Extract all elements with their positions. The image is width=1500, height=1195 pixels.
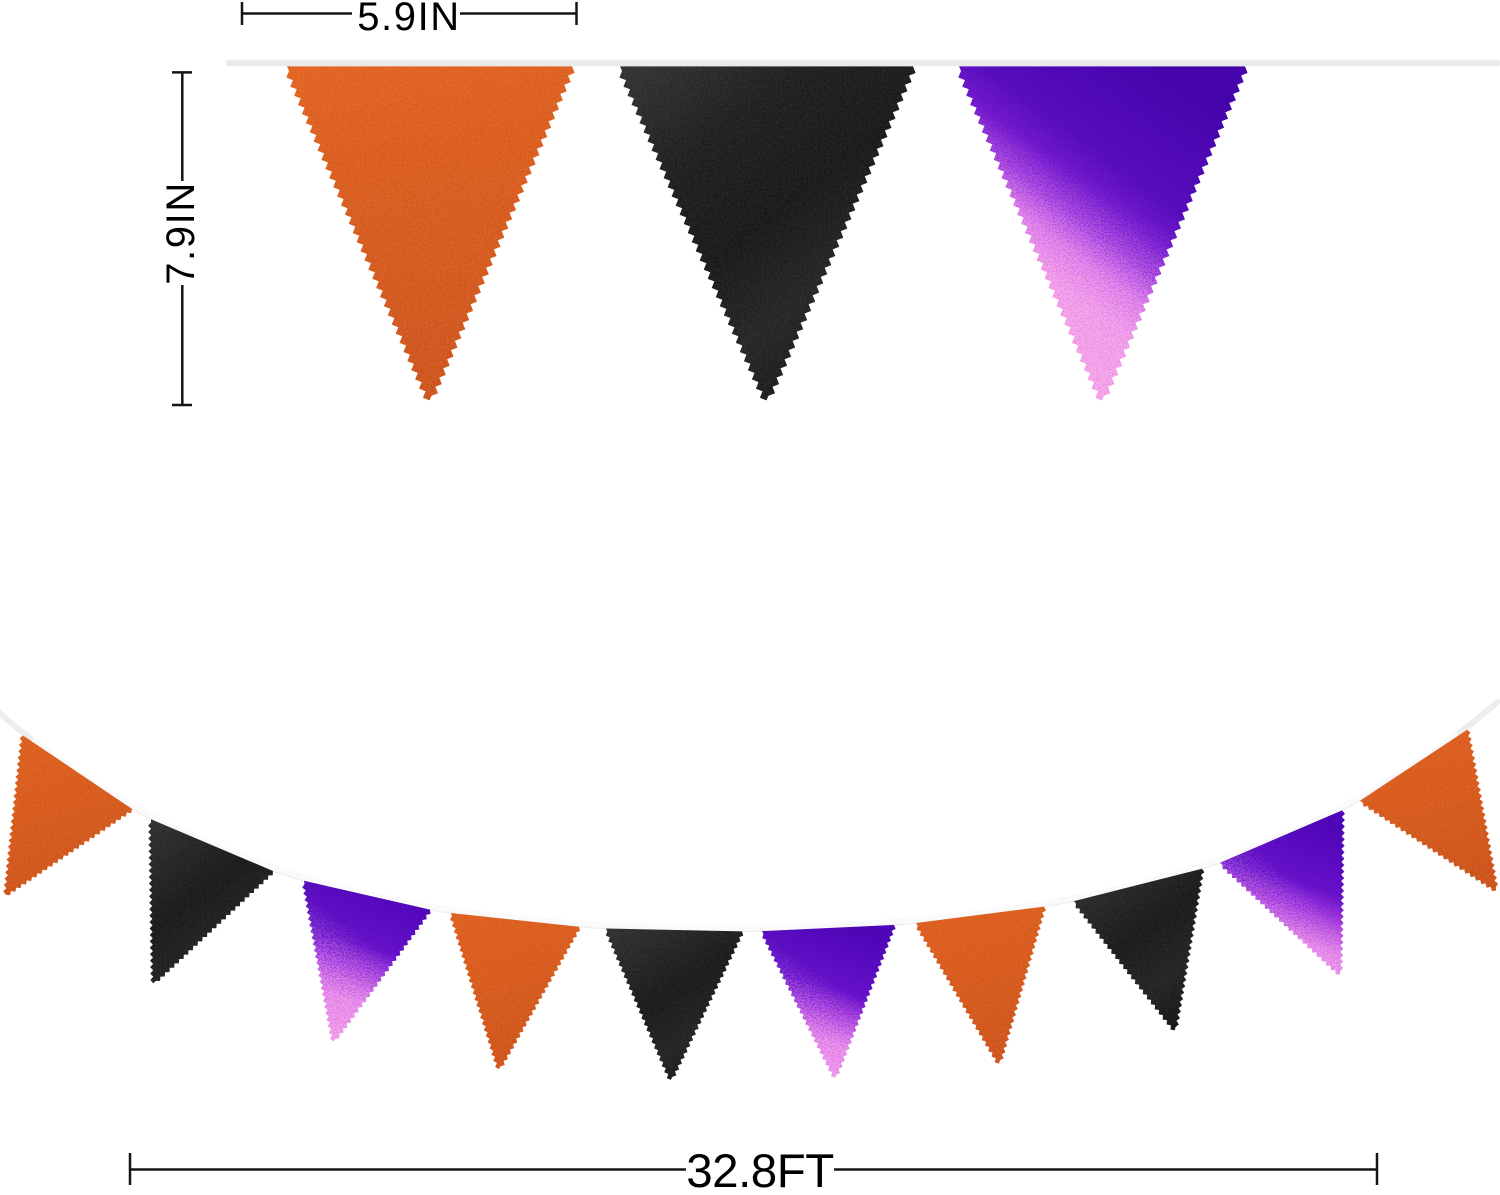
svg-text:32.8FT: 32.8FT (686, 1145, 833, 1195)
svg-text:5.9IN: 5.9IN (357, 0, 461, 39)
svg-text:7.9IN: 7.9IN (159, 181, 203, 285)
